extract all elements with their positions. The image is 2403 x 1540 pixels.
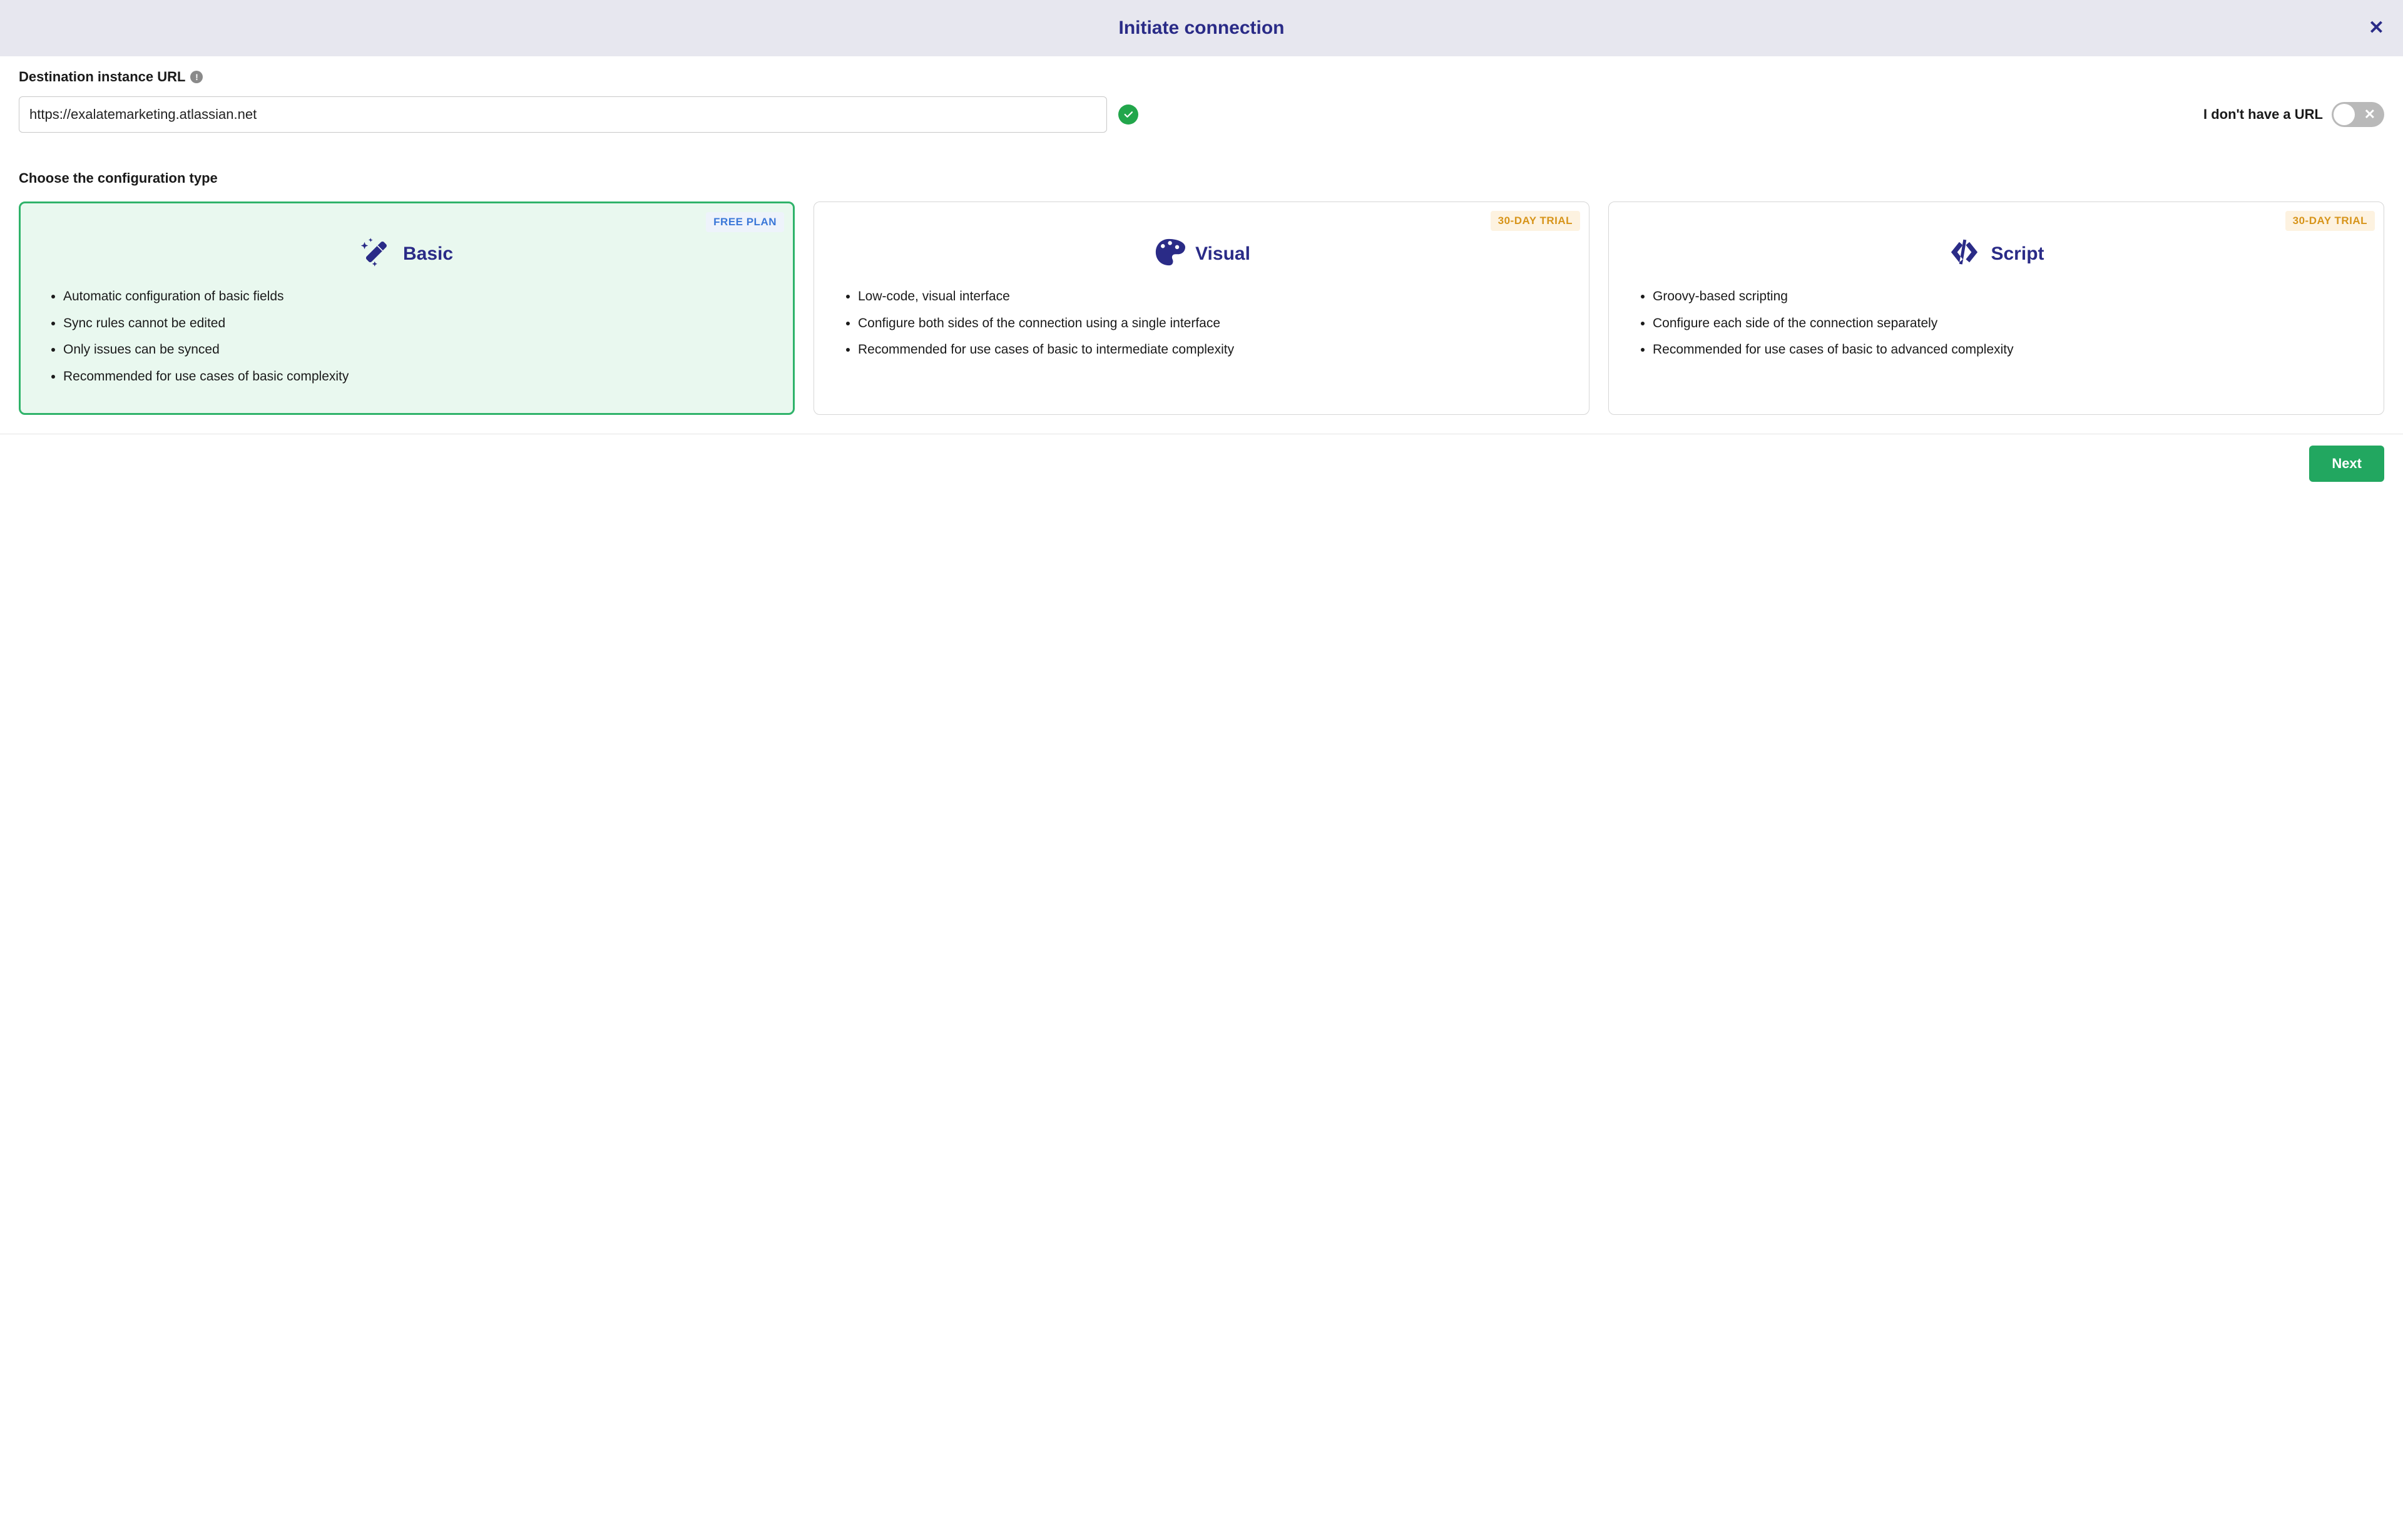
wand-icon [360,236,393,272]
config-card-basic[interactable]: FREE PLAN Basic Automatic configuration of… [19,201,795,415]
modal-footer: Next [0,434,2403,493]
card-head-visual: Visual [830,236,1573,272]
card-bullet: Only issues can be synced [63,340,778,360]
close-button[interactable]: ✕ [2369,19,2384,38]
toggle-knob [2334,104,2355,125]
card-title-script: Script [1991,243,2044,265]
config-type-label: Choose the configuration type [19,170,2384,186]
destination-url-input[interactable] [19,96,1107,133]
card-badge-visual: 30-DAY TRIAL [1491,211,1580,231]
card-bullets-visual: Low-code, visual interface Configure both… [830,287,1573,360]
card-bullets-script: Groovy-based scripting Configure each sid… [1625,287,2367,360]
card-bullet: Low-code, visual interface [858,287,1573,307]
next-button[interactable]: Next [2309,446,2384,482]
info-icon[interactable]: ! [190,71,203,83]
config-card-script[interactable]: 30-DAY TRIAL Script Groovy-based scripting… [1608,201,2384,415]
no-url-group: I don't have a URL ✕ [2203,102,2384,127]
card-badge-basic: FREE PLAN [706,212,784,232]
card-bullets-basic: Automatic configuration of basic fields S… [36,287,778,387]
card-bullet: Recommended for use cases of basic to ad… [1653,340,2367,360]
card-title-basic: Basic [403,243,453,265]
card-head-script: Script [1625,236,2367,272]
destination-url-row: I don't have a URL ✕ [19,96,2384,133]
card-title-visual: Visual [1195,243,1250,265]
card-bullet: Sync rules cannot be edited [63,314,778,334]
destination-url-label-text: Destination instance URL [19,69,185,85]
card-bullet: Groovy-based scripting [1653,287,2367,307]
no-url-toggle[interactable]: ✕ [2332,102,2384,127]
modal-body: Destination instance URL ! I don't have … [0,56,2403,434]
destination-url-label: Destination instance URL ! [19,69,2384,85]
url-valid-check-icon [1118,105,1138,125]
modal-title: Initiate connection [1118,18,1284,38]
card-bullet: Automatic configuration of basic fields [63,287,778,307]
config-cards-container: FREE PLAN Basic Automatic configuration of… [19,201,2384,415]
no-url-label: I don't have a URL [2203,106,2323,123]
initiate-connection-modal: Initiate connection ✕ Destination instan… [0,0,2403,493]
palette-icon [1153,236,1185,272]
config-card-visual[interactable]: 30-DAY TRIAL Visual Low-code, visual inter… [814,201,1589,415]
card-head-basic: Basic [36,236,778,272]
card-bullet: Recommended for use cases of basic to in… [858,340,1573,360]
code-icon [1948,236,1981,272]
card-bullet: Configure each side of the connection se… [1653,314,2367,334]
card-bullet: Recommended for use cases of basic compl… [63,367,778,387]
card-bullet: Configure both sides of the connection u… [858,314,1573,334]
toggle-off-x-icon: ✕ [2364,108,2375,121]
card-badge-script: 30-DAY TRIAL [2285,211,2375,231]
modal-header: Initiate connection ✕ [0,0,2403,56]
